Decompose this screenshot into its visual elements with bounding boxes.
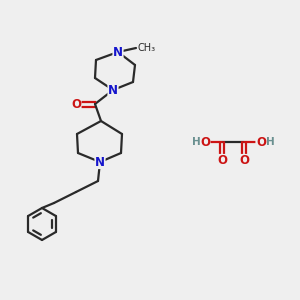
Text: O: O [217,154,227,167]
Text: CH₃: CH₃ [138,43,156,53]
Text: N: N [108,83,118,97]
Text: O: O [256,136,266,148]
Text: N: N [95,155,105,169]
Text: N: N [113,46,123,59]
Text: H: H [192,137,200,147]
Text: H: H [266,137,274,147]
Text: O: O [71,98,81,110]
Text: O: O [239,154,249,167]
Text: O: O [200,136,210,148]
